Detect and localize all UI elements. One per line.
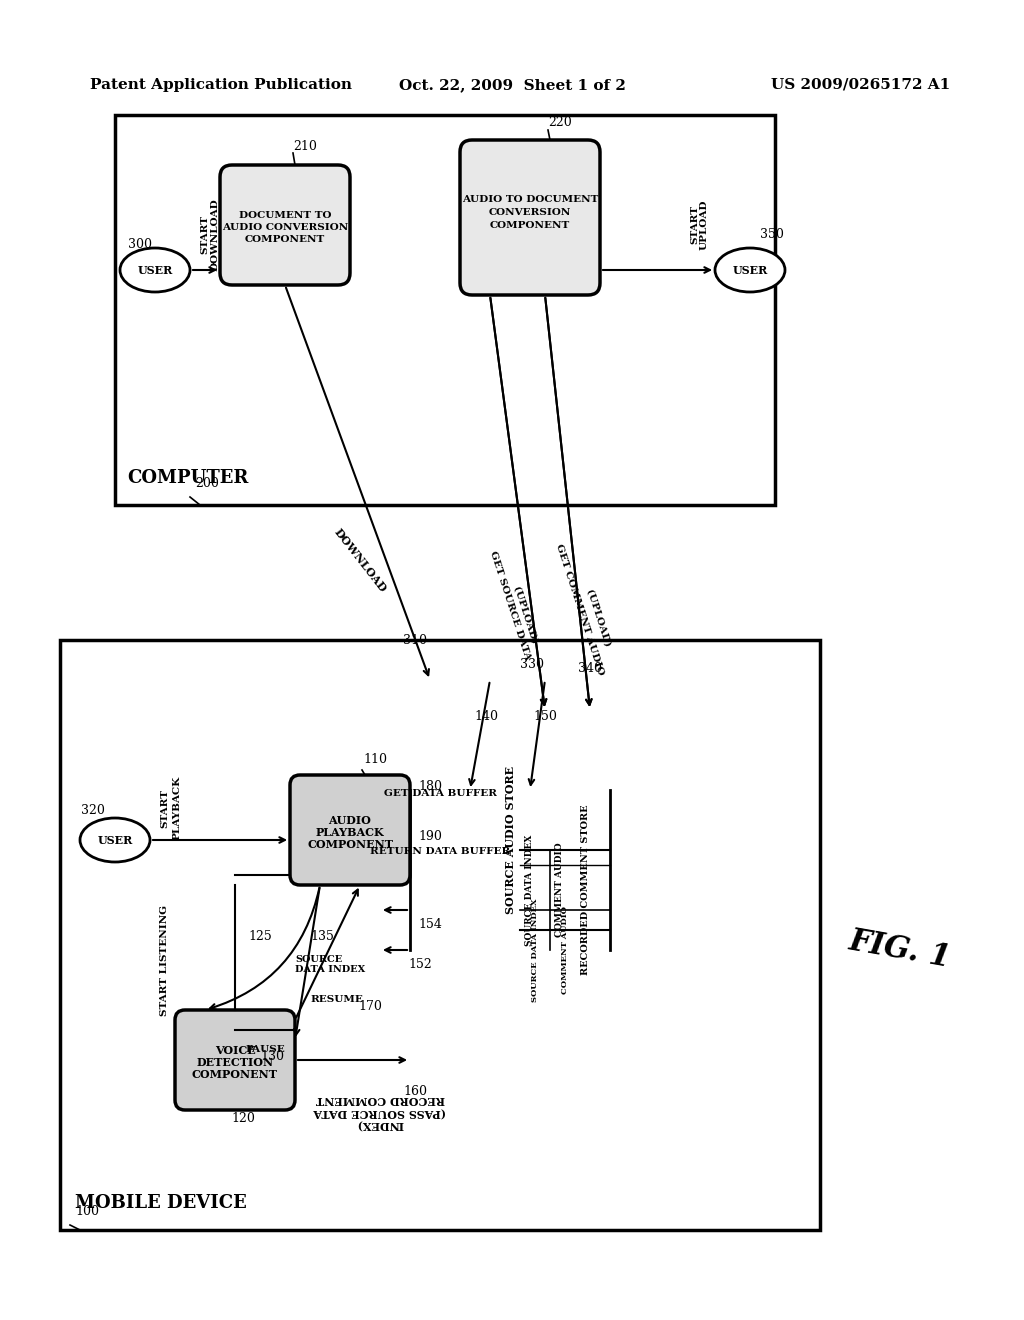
Text: RETURN DATA BUFFER: RETURN DATA BUFFER [370, 847, 510, 857]
Text: SOURCE DATA INDEX: SOURCE DATA INDEX [531, 898, 539, 1002]
Text: DETECTION: DETECTION [197, 1056, 273, 1068]
Text: Patent Application Publication: Patent Application Publication [90, 78, 352, 92]
Text: GET DATA BUFFER: GET DATA BUFFER [384, 788, 497, 797]
Ellipse shape [80, 818, 150, 862]
Text: 320: 320 [81, 804, 105, 817]
Text: 340: 340 [578, 661, 602, 675]
Text: 190: 190 [418, 830, 442, 843]
Text: DOCUMENT TO: DOCUMENT TO [239, 210, 331, 219]
Text: 180: 180 [418, 780, 442, 793]
Text: AUDIO TO DOCUMENT: AUDIO TO DOCUMENT [462, 195, 598, 205]
Text: 135: 135 [310, 931, 334, 942]
Text: DOWNLOAD: DOWNLOAD [210, 198, 219, 272]
Text: USER: USER [97, 834, 133, 846]
Text: 300: 300 [128, 239, 152, 252]
Ellipse shape [120, 248, 190, 292]
Text: 150: 150 [534, 710, 557, 723]
Text: PAUSE: PAUSE [245, 1045, 285, 1055]
Text: UPLOAD: UPLOAD [700, 199, 709, 251]
Text: COMPONENT: COMPONENT [245, 235, 326, 243]
Text: PLAYBACK: PLAYBACK [315, 826, 384, 837]
Text: 100: 100 [75, 1205, 99, 1218]
Text: START: START [690, 206, 699, 244]
Text: Oct. 22, 2009  Sheet 1 of 2: Oct. 22, 2009 Sheet 1 of 2 [398, 78, 626, 92]
Text: MOBILE DEVICE: MOBILE DEVICE [75, 1195, 247, 1212]
Text: GET SOURCE DATA: GET SOURCE DATA [488, 549, 531, 660]
Text: COMPONENT: COMPONENT [489, 220, 570, 230]
Text: USER: USER [732, 264, 768, 276]
Text: VOICE: VOICE [215, 1044, 255, 1056]
Text: RESUME: RESUME [310, 995, 362, 1005]
Text: AUDIO: AUDIO [329, 814, 372, 825]
Text: 152: 152 [409, 958, 432, 972]
Text: 125: 125 [248, 931, 271, 942]
Text: 200: 200 [195, 477, 219, 490]
Text: PLAYBACK: PLAYBACK [172, 776, 181, 840]
Text: (PASS SOURCE DATA: (PASS SOURCE DATA [313, 1106, 446, 1118]
Text: 130: 130 [260, 1049, 284, 1063]
Text: COMMENT AUDIO: COMMENT AUDIO [561, 906, 569, 994]
Text: (UPLOAD): (UPLOAD) [511, 585, 539, 645]
Text: COMPONENT: COMPONENT [307, 838, 393, 850]
Text: START: START [200, 215, 209, 255]
Text: 120: 120 [231, 1111, 255, 1125]
Text: RECORDED COMMENT STORE: RECORDED COMMENT STORE [581, 805, 590, 975]
Text: COMPUTER: COMPUTER [127, 469, 249, 487]
Text: (UPLOAD): (UPLOAD) [585, 587, 611, 648]
Text: 170: 170 [358, 1001, 382, 1012]
FancyBboxPatch shape [175, 1010, 295, 1110]
Text: SOURCE: SOURCE [295, 956, 342, 965]
Text: 330: 330 [520, 659, 544, 672]
Bar [115, 115, 775, 506]
FancyBboxPatch shape [220, 165, 350, 285]
Text: 310: 310 [403, 634, 427, 647]
Text: AUDIO CONVERSION: AUDIO CONVERSION [222, 223, 348, 231]
Text: START LISTENING: START LISTENING [160, 904, 169, 1015]
Text: US 2009/0265172 A1: US 2009/0265172 A1 [771, 78, 950, 92]
Bar [60, 640, 820, 1230]
Text: RECORD COMMENT: RECORD COMMENT [315, 1094, 444, 1106]
Text: GET COMMENT AUDIO: GET COMMENT AUDIO [554, 544, 605, 677]
FancyBboxPatch shape [290, 775, 410, 884]
Text: SOURCE AUDIO STORE: SOURCE AUDIO STORE [505, 766, 515, 913]
Text: 160: 160 [403, 1085, 427, 1098]
Text: 110: 110 [362, 752, 387, 766]
Text: DOWNLOAD: DOWNLOAD [332, 525, 388, 594]
Ellipse shape [715, 248, 785, 292]
Text: SOURCE DATA INDEX: SOURCE DATA INDEX [525, 834, 535, 945]
Text: 220: 220 [548, 116, 571, 128]
Bar [410, 789, 610, 950]
Text: CONVERSION: CONVERSION [488, 209, 571, 216]
Text: 154: 154 [418, 917, 442, 931]
Text: START: START [160, 788, 169, 828]
Text: 350: 350 [760, 228, 784, 242]
Text: COMPONENT: COMPONENT [193, 1068, 278, 1080]
Text: DATA INDEX: DATA INDEX [295, 965, 366, 974]
Text: COMMENT AUDIO: COMMENT AUDIO [555, 842, 564, 937]
Text: USER: USER [137, 264, 173, 276]
Text: 140: 140 [474, 710, 498, 723]
Text: FIG. 1: FIG. 1 [847, 925, 953, 974]
Ellipse shape [410, 770, 610, 810]
FancyBboxPatch shape [460, 140, 600, 294]
Text: 210: 210 [293, 140, 317, 153]
Text: INDEX): INDEX) [356, 1118, 403, 1130]
